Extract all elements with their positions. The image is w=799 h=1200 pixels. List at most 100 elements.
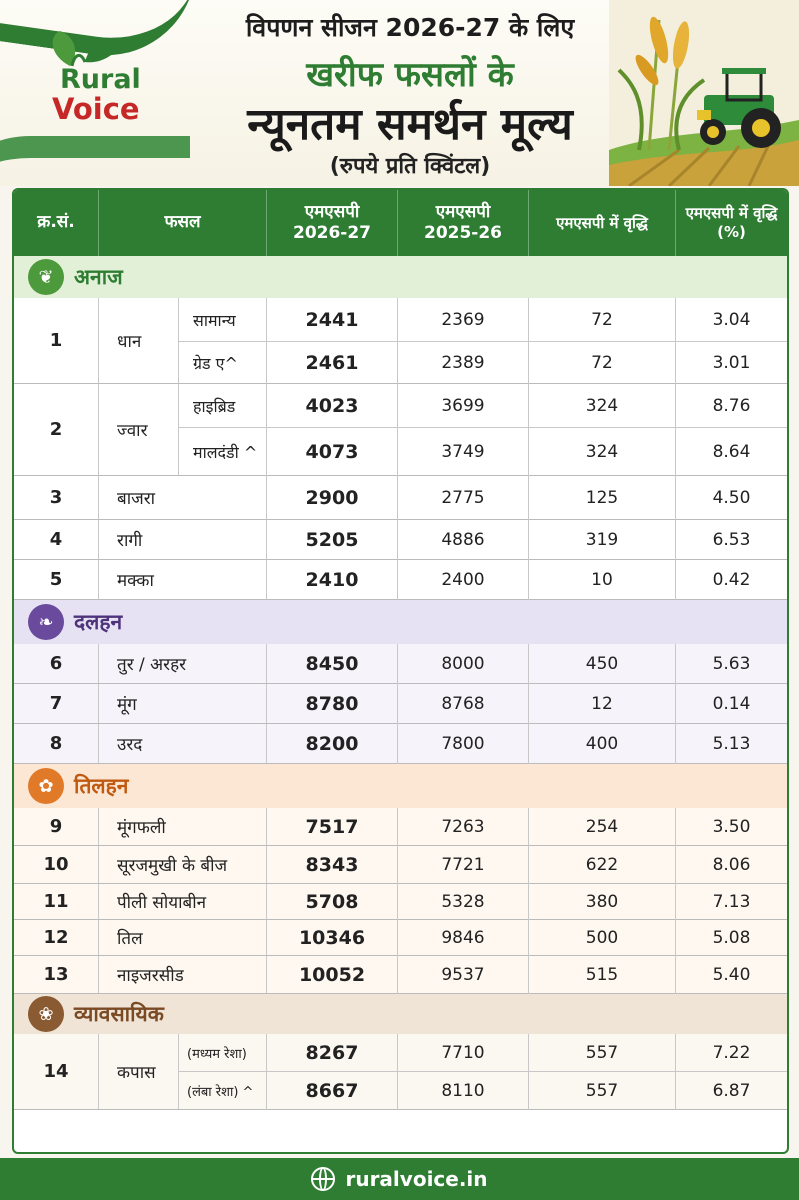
msp-2025-26: 9537 [398,956,529,994]
variant-row: (मध्यम रेशा) 8267 7710 557 7.22 [179,1034,787,1072]
table-row: 3 बाजरा 2900 2775 125 4.50 [14,476,787,520]
variant-name: (मध्यम रेशा) [179,1034,267,1071]
variant-row: हाइब्रिड 4023 3699 324 8.76 [179,384,787,428]
msp-2026-27: 2461 [267,342,398,384]
msp-increase-pct: 8.76 [712,396,751,416]
msp-2025-26: 2369 [398,298,529,342]
crop-name: नाइजरसीड [99,956,267,993]
crop-name: धान [99,298,179,383]
table-row: 2 ज्वार हाइब्रिड 4023 3699 324 8.76 मालदंडी ^ 40… [14,384,787,476]
msp-increase-pct: 8.64 [712,442,751,462]
rural-voice-logo: Rural Voice [30,26,170,136]
msp-2026-27: 8200 [267,724,398,764]
col-header-sn: क्र.सं. [14,190,99,256]
variant-name: सामान्य [179,298,267,341]
table-row: 12 तिल 10346 9846 500 5.08 [14,920,787,956]
variant-row: मालदंडी ^ 4073 3749 324 8.64 [179,428,787,476]
table-row: 11 पीली सोयाबीन 5708 5328 380 7.13 [14,884,787,920]
table-row: 9 मूंगफली 7517 7263 254 3.50 [14,808,787,846]
table-row: 6 तुर / अरहर 8450 8000 450 5.63 [14,644,787,684]
col-header-increase-pct: एमएसपी में वृद्धि (%) [685,204,778,241]
leaf-icon [52,31,125,67]
msp-increase-pct: 3.01 [712,353,751,373]
crop-name: मूंगफली [99,808,267,845]
col-header-crop: फसल [99,190,267,256]
table-row: 13 नाइजरसीड 10052 9537 515 5.40 [14,956,787,994]
msp-2025-26: 2775 [398,476,529,520]
variant-group: सामान्य 2441 2369 72 3.04 ग्रेड ए^ 2461 2389 72 3… [179,298,787,384]
msp-increase-pct: 7.13 [712,892,751,912]
page-title: न्यूनतम समर्थन मूल्य [247,99,573,150]
msp-increase: 72 [529,298,676,342]
serial-number: 2 [14,384,99,475]
category-tilhan: ✿ तिलहन [14,764,787,808]
category-label-dalhan: दलहन [74,610,123,634]
serial-number: 9 [14,808,99,845]
category-anaj: ❦ अनाज [14,256,787,298]
msp-increase: 622 [529,846,676,884]
msp-2025-26: 8768 [398,684,529,724]
serial-number: 7 [14,684,99,723]
variant-name: ग्रेड ए^ [179,342,267,384]
msp-2026-27: 5708 [267,884,398,920]
msp-2026-27: 10052 [267,956,398,994]
header-swoosh-bottom [0,136,190,186]
col-header-increase: एमएसपी में वृद्धि [529,190,676,256]
cotton-icon: ❀ [28,996,64,1032]
msp-increase-pct: 0.42 [712,570,751,590]
pulses-icon: ❧ [28,604,64,640]
table-row: 8 उरद 8200 7800 400 5.13 [14,724,787,764]
variant-name: मालदंडी ^ [179,428,267,476]
table-row: 4 रागी 5205 4886 319 6.53 [14,520,787,560]
msp-increase-pct: 5.13 [712,734,751,754]
footer: ruralvoice.in [0,1158,799,1200]
serial-number: 6 [14,644,99,683]
msp-2025-26: 8110 [398,1072,529,1110]
msp-2025-26: 7721 [398,846,529,884]
msp-2025-26: 3749 [398,428,529,476]
msp-2025-26: 9846 [398,920,529,956]
msp-increase: 400 [529,724,676,764]
serial-number: 13 [14,956,99,993]
title-kharif: खरीफ फसलों के [306,55,514,95]
msp-increase: 380 [529,884,676,920]
msp-2026-27: 2900 [267,476,398,520]
serial-number: 3 [14,476,99,519]
crop-name: मूंग [99,684,267,723]
website-link[interactable]: ruralvoice.in [345,1167,488,1191]
variant-name: (लंबा रेशा) ^ [179,1072,267,1110]
logo-rural-text: Rural [60,64,141,95]
msp-increase: 10 [529,560,676,600]
msp-2025-26: 7263 [398,808,529,846]
msp-2026-27: 8667 [267,1072,398,1110]
title-season: विपणन सीजन 2026-27 के लिए [245,13,575,42]
msp-2026-27: 8267 [267,1034,398,1072]
msp-2025-26: 8000 [398,644,529,684]
msp-increase-pct: 0.14 [712,694,751,714]
table-row: 1 धान सामान्य 2441 2369 72 3.04 ग्रेड ए^ 2461 238… [14,298,787,384]
msp-2026-27: 8450 [267,644,398,684]
serial-number: 4 [14,520,99,559]
serial-number: 5 [14,560,99,599]
msp-increase-pct: 4.50 [712,488,751,508]
msp-increase-pct: 3.04 [712,310,751,330]
category-label-tilhan: तिलहन [74,774,129,798]
msp-2026-27: 8343 [267,846,398,884]
msp-2025-26: 4886 [398,520,529,560]
header: Rural Voice विपणन सीजन 2026-27 के लिए खर… [0,0,799,186]
msp-increase: 72 [529,342,676,384]
crop-name: सूरजमुखी के बीज [99,846,267,883]
variant-row: ग्रेड ए^ 2461 2389 72 3.01 [179,342,787,384]
crop-name: तुर / अरहर [99,644,267,683]
logo-voice-text: Voice [52,92,140,126]
grain-icon: ❦ [28,259,64,295]
msp-2026-27: 4073 [267,428,398,476]
variant-group: (मध्यम रेशा) 8267 7710 557 7.22 (लंबा रेशा) ^… [179,1034,787,1110]
msp-increase: 12 [529,684,676,724]
msp-increase-pct: 6.53 [712,530,751,550]
msp-increase: 324 [529,428,676,476]
globe-icon [311,1167,336,1191]
msp-2025-26: 3699 [398,384,529,428]
category-vyav: ❀ व्यावसायिक [14,994,787,1034]
serial-number: 12 [14,920,99,955]
